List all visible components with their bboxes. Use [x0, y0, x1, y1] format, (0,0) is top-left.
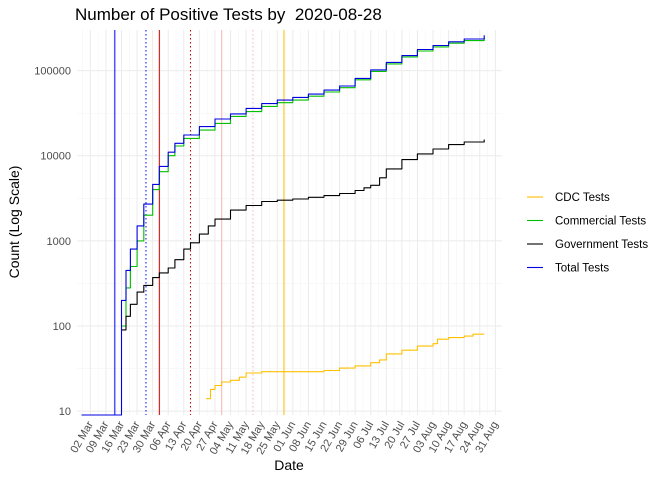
- total-tests-legend-label: Total Tests: [555, 263, 609, 275]
- y-axis-title: Count (Log Scale): [6, 166, 22, 279]
- grid-lines: [77, 30, 502, 415]
- total-tests-line: [81, 35, 485, 416]
- y-tick-label: 10000: [40, 151, 71, 163]
- government-tests-legend-label: Government Tests: [555, 239, 648, 251]
- y-tick-label: 100: [53, 321, 71, 333]
- y-tick-label: 10: [59, 406, 71, 418]
- chart-title: Number of Positive Tests by 2020-08-28: [75, 5, 382, 24]
- y-tick-labels: 10 100 1000 10000 100000: [34, 66, 71, 418]
- government-tests-line: [121, 139, 485, 331]
- reference-lines: [114, 30, 285, 415]
- commercial-tests-legend-label: Commercial Tests: [555, 216, 646, 228]
- legend: CDC Tests Commercial Tests Government Test…: [527, 192, 648, 275]
- x-axis-title: Date: [274, 457, 304, 473]
- cdc-tests-line: [206, 333, 485, 400]
- cdc-tests-legend-label: CDC Tests: [555, 192, 610, 204]
- data-series: [81, 35, 485, 416]
- plot-panel: [77, 30, 502, 415]
- y-tick-label: 100000: [34, 66, 71, 78]
- y-tick-label: 1000: [47, 236, 71, 248]
